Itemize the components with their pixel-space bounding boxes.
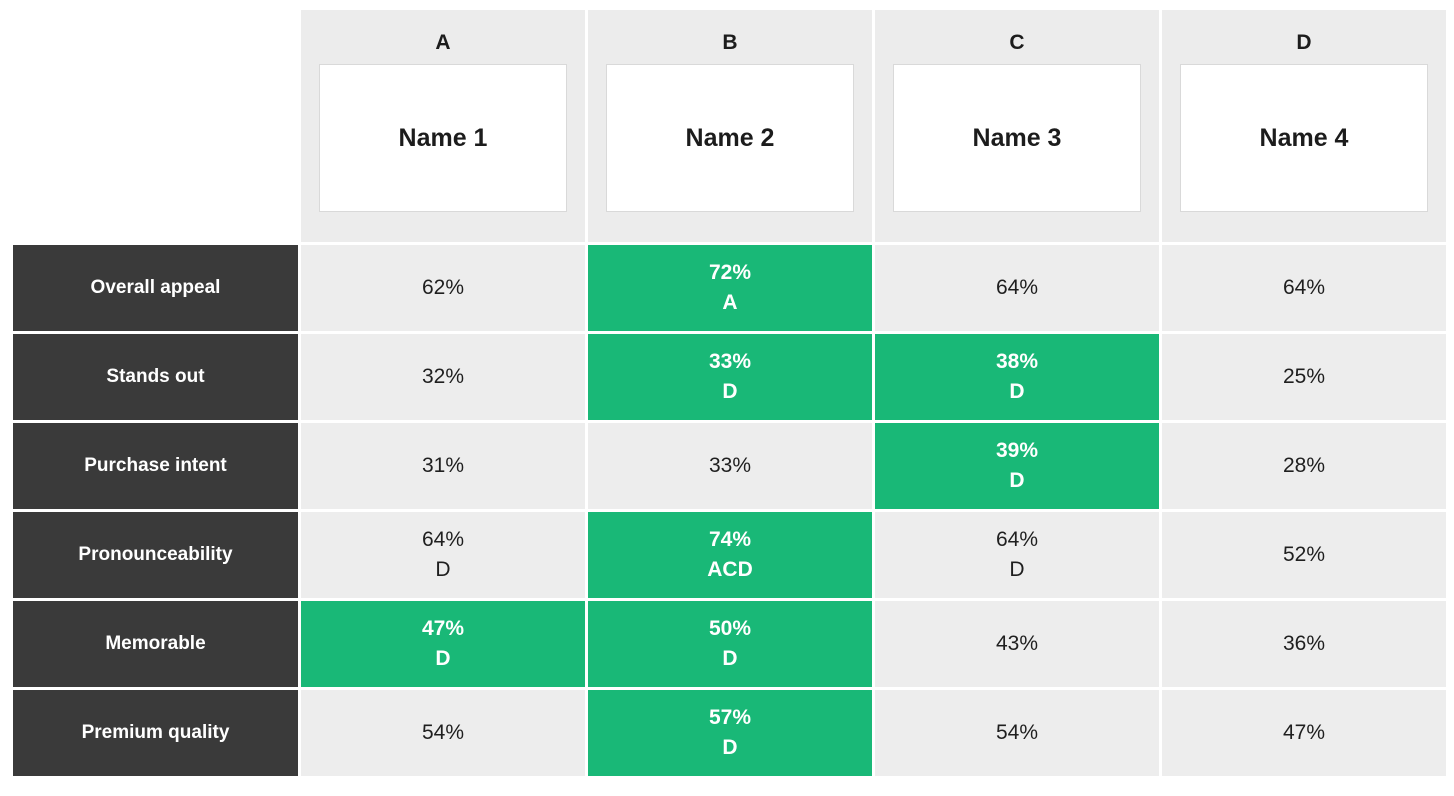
cell-value: 62% — [421, 276, 465, 299]
name-card-c: Name 3 — [893, 64, 1141, 212]
column-letter: B — [722, 31, 738, 54]
cell-value: 36% — [1282, 632, 1326, 655]
table-cell: 33% D — [588, 334, 872, 420]
table-cell: 64% — [875, 245, 1159, 331]
table-cell: 47% — [1162, 690, 1446, 776]
row-label: Purchase intent — [84, 455, 227, 476]
row-label: Pronounceability — [78, 544, 233, 565]
cell-value: 38% — [995, 350, 1039, 373]
table-cell: 33% — [588, 423, 872, 509]
row-label: Memorable — [105, 633, 206, 654]
cell-value: 43% — [995, 632, 1039, 655]
column-header-a: A Name 1 — [301, 10, 585, 242]
cell-value: 64% — [1282, 276, 1326, 299]
results-table: A Name 1 B Name 2 C Name 3 D Name 4 Overall appe… — [13, 10, 1446, 776]
cell-value: 64% — [995, 276, 1039, 299]
table-cell: 57% D — [588, 690, 872, 776]
name-label: Name 1 — [398, 123, 488, 152]
column-letter: D — [1296, 31, 1312, 54]
table-cell: 43% — [875, 601, 1159, 687]
table-cell: 47% D — [301, 601, 585, 687]
table-cell: 36% — [1162, 601, 1446, 687]
table-cell: 64% D — [301, 512, 585, 598]
row-label: Premium quality — [81, 722, 230, 743]
cell-value: 25% — [1282, 365, 1326, 388]
table-cell: 64% — [1162, 245, 1446, 331]
name-label: Name 3 — [972, 123, 1062, 152]
cell-significance: D — [1009, 469, 1025, 492]
column-header-c: C Name 3 — [875, 10, 1159, 242]
column-header-b: B Name 2 — [588, 10, 872, 242]
column-header-d: D Name 4 — [1162, 10, 1446, 242]
cell-significance: D — [722, 380, 738, 403]
table-cell: 74% ACD — [588, 512, 872, 598]
cell-value: 50% — [708, 617, 752, 640]
table-cell: 64% D — [875, 512, 1159, 598]
row-header-stands-out: Stands out — [13, 334, 298, 420]
table-cell: 54% — [875, 690, 1159, 776]
cell-significance: A — [722, 291, 738, 314]
cell-value: 74% — [708, 528, 752, 551]
cell-value: 33% — [708, 350, 752, 373]
cell-significance: ACD — [707, 558, 753, 581]
cell-significance: D — [435, 647, 451, 670]
cell-value: 39% — [995, 439, 1039, 462]
cell-value: 47% — [1282, 721, 1326, 744]
row-header-pronounceability: Pronounceability — [13, 512, 298, 598]
table-cell: 25% — [1162, 334, 1446, 420]
row-header-purchase-intent: Purchase intent — [13, 423, 298, 509]
table-cell: 38% D — [875, 334, 1159, 420]
column-letter: A — [435, 31, 451, 54]
cell-significance: D — [722, 647, 738, 670]
cell-value: 72% — [708, 261, 752, 284]
row-header-premium-quality: Premium quality — [13, 690, 298, 776]
cell-value: 64% — [995, 528, 1039, 551]
cell-value: 33% — [708, 454, 752, 477]
row-header-overall-appeal: Overall appeal — [13, 245, 298, 331]
cell-value: 54% — [421, 721, 465, 744]
table-cell: 28% — [1162, 423, 1446, 509]
table-cell: 62% — [301, 245, 585, 331]
cell-value: 52% — [1282, 543, 1326, 566]
row-header-memorable: Memorable — [13, 601, 298, 687]
table-cell: 31% — [301, 423, 585, 509]
name-label: Name 4 — [1259, 123, 1349, 152]
row-label: Overall appeal — [90, 277, 221, 298]
table-cell: 39% D — [875, 423, 1159, 509]
name-card-a: Name 1 — [319, 64, 567, 212]
cell-value: 54% — [995, 721, 1039, 744]
cell-value: 31% — [421, 454, 465, 477]
cell-value: 47% — [421, 617, 465, 640]
name-card-b: Name 2 — [606, 64, 854, 212]
cell-value: 32% — [421, 365, 465, 388]
table-cell: 32% — [301, 334, 585, 420]
cell-value: 28% — [1282, 454, 1326, 477]
cell-significance: D — [722, 736, 738, 759]
cell-significance: D — [1009, 380, 1025, 403]
table-cell: 72% A — [588, 245, 872, 331]
table-cell: 52% — [1162, 512, 1446, 598]
cell-value: 57% — [708, 706, 752, 729]
row-label: Stands out — [106, 366, 205, 387]
cell-significance: D — [1009, 558, 1025, 581]
cell-value: 64% — [421, 528, 465, 551]
table-cell: 50% D — [588, 601, 872, 687]
corner-spacer — [13, 10, 298, 242]
table-cell: 54% — [301, 690, 585, 776]
cell-significance: D — [435, 558, 451, 581]
name-card-d: Name 4 — [1180, 64, 1428, 212]
column-letter: C — [1009, 31, 1025, 54]
name-label: Name 2 — [685, 123, 775, 152]
